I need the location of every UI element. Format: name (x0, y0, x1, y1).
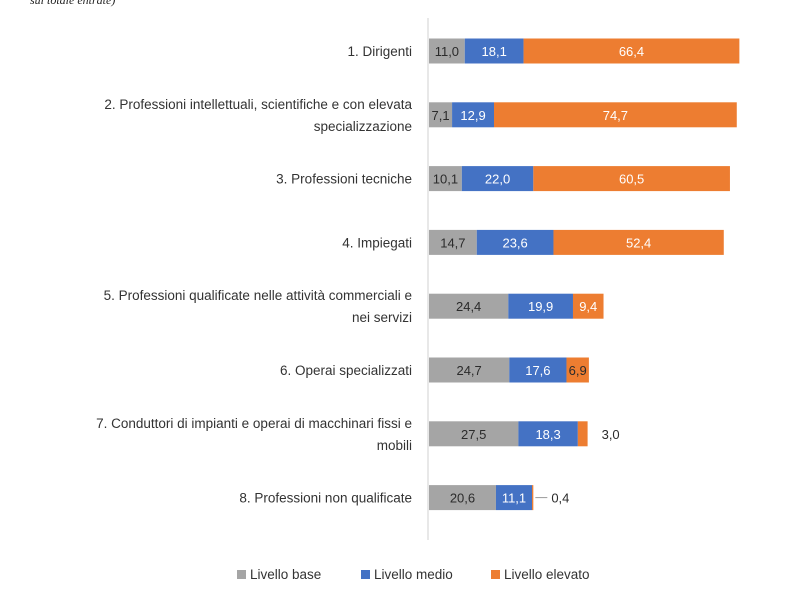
bar-segment (533, 166, 730, 192)
category-label: mobili (377, 438, 412, 453)
bar-segment (508, 293, 573, 319)
bar-segment (495, 485, 533, 511)
data-label: 18,3 (535, 427, 560, 442)
data-label: 0,4 (551, 491, 569, 506)
category-label: 7. Conduttori di impianti e operai di ma… (96, 416, 412, 431)
data-label: 11,1 (502, 491, 526, 506)
data-label: 14,7 (440, 235, 465, 250)
data-label: 17,6 (525, 363, 550, 378)
data-label: 22,0 (485, 172, 510, 187)
data-label: 7,1 (431, 108, 449, 123)
category-label: 3. Professioni tecniche (276, 172, 412, 187)
data-label: 20,6 (450, 491, 475, 506)
bar-segment (523, 38, 740, 64)
bar-segment (518, 421, 578, 447)
category-label: 2. Professioni intellettuali, scientific… (104, 97, 412, 112)
bar-segment (532, 485, 534, 511)
bar-segment (429, 485, 496, 511)
category-label: 1. Dirigenti (347, 44, 412, 59)
legend-label: Livello elevato (504, 567, 590, 582)
category-label: 5. Professioni qualificate nelle attivit… (104, 288, 412, 303)
bar-segment (577, 421, 588, 447)
bar-segment (429, 229, 477, 255)
legend-swatch (361, 570, 370, 579)
data-label: 11,0 (435, 44, 459, 59)
data-label: 24,4 (456, 299, 481, 314)
category-label: nei servizi (352, 310, 412, 325)
bar-segment (452, 102, 494, 128)
bar-segment (429, 102, 453, 128)
bar-segment (429, 421, 519, 447)
category-label: specializzazione (314, 119, 412, 134)
bar-segment (429, 38, 465, 64)
bar-segment (494, 102, 737, 128)
data-label: 19,9 (528, 299, 553, 314)
bar-segment (429, 293, 509, 319)
data-label: 6,9 (569, 363, 587, 378)
data-label: 52,4 (626, 235, 651, 250)
legend-swatch (237, 570, 246, 579)
bar-segment (429, 357, 510, 383)
data-label: 74,7 (603, 108, 628, 123)
data-label: 10,1 (433, 172, 458, 187)
bar-segment (566, 357, 589, 383)
data-label: 24,7 (456, 363, 481, 378)
bar-segment (553, 229, 724, 255)
legend-swatch (491, 570, 500, 579)
data-label: 18,1 (482, 44, 507, 59)
legend-label: Livello base (250, 567, 321, 582)
bar-segment (476, 229, 554, 255)
data-label: 12,9 (460, 108, 485, 123)
bar-segment (572, 293, 604, 319)
category-label: 4. Impiegati (342, 235, 412, 250)
legend-label: Livello medio (374, 567, 453, 582)
bar-segment (461, 166, 534, 192)
bar-segment (429, 166, 462, 192)
data-label: 27,5 (461, 427, 486, 442)
bars-group: 11,0 18,1 66,4 7,1 12,9 74,7 10,1 22,0 60,5 14,7 2… (429, 38, 740, 511)
header-fragment: sul totale entrate) (30, 0, 116, 7)
category-label: 6. Operai specializzati (280, 363, 412, 378)
data-label: 23,6 (502, 235, 527, 250)
category-label: 8. Professioni non qualificate (239, 491, 412, 506)
category-labels-group: 1. Dirigenti 2. Professioni intellettuali… (96, 44, 412, 506)
legend: Livello base Livello medio Livello elevato (237, 567, 590, 582)
bar-segment (509, 357, 567, 383)
bar-segment (464, 38, 524, 64)
data-label: 66,4 (619, 44, 644, 59)
data-label: 3,0 (602, 427, 620, 442)
data-label: 9,4 (579, 299, 597, 314)
data-label: 60,5 (619, 172, 644, 187)
